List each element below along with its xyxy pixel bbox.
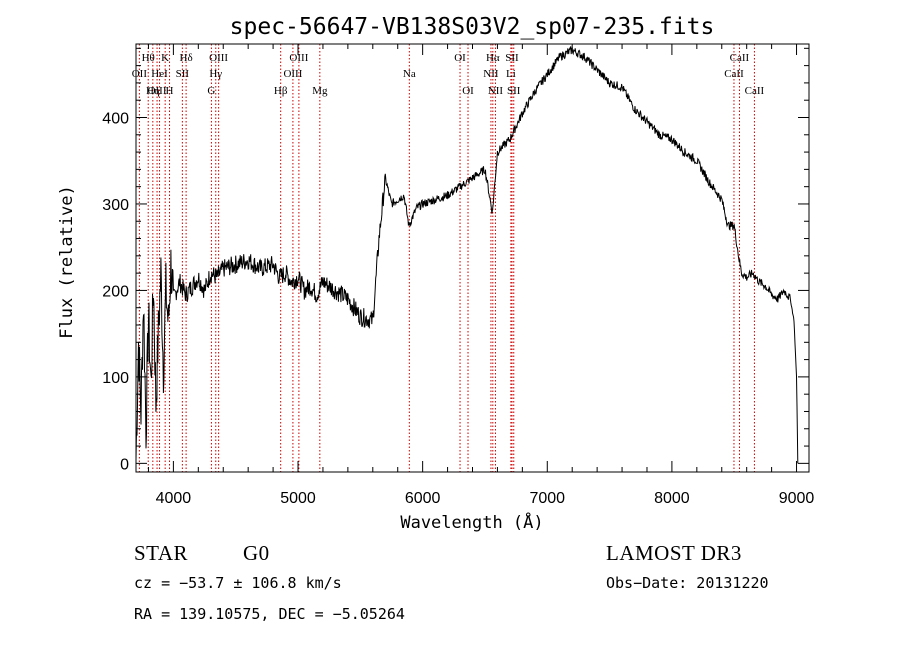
line-label: Li — [506, 68, 516, 80]
line-label: Hβ — [274, 85, 288, 97]
line-label: Na — [403, 68, 416, 80]
x-tick-label: 7000 — [529, 490, 565, 507]
y-axis-ticks: 0 100 200 300 400 — [102, 47, 809, 473]
line-label: Hδ — [180, 52, 193, 64]
line-label: OIII — [289, 52, 308, 64]
line-label: HeI — [151, 68, 168, 80]
x-tick-label: 9000 — [779, 490, 815, 507]
emission-line-markers — [138, 44, 755, 472]
x-axis-ticks: 4000 5000 6000 7000 8000 9000 — [147, 44, 815, 507]
spectrum-line — [135, 45, 799, 464]
line-label: OIII — [209, 52, 228, 64]
line-label: H — [166, 85, 174, 97]
line-label: Hη — [146, 85, 160, 97]
y-tick-label: 400 — [102, 110, 129, 127]
y-tick-label: 200 — [102, 283, 129, 300]
line-label: SII — [505, 52, 519, 64]
line-label: G — [207, 85, 215, 97]
line-label: NII — [483, 68, 499, 80]
chart-title: spec-56647-VB138S03V2_sp07-235.fits — [230, 14, 715, 40]
y-tick-label: 100 — [102, 370, 129, 387]
line-label: CaII — [724, 68, 744, 80]
line-label: SII — [507, 85, 521, 97]
line-label: SII — [176, 68, 190, 80]
line-label: OI — [462, 85, 474, 97]
redshift-velocity: cz = −53.7 ± 106.8 km/s — [134, 574, 342, 592]
line-label: K — [161, 52, 169, 64]
line-label: NII — [488, 85, 504, 97]
line-label: OI — [454, 52, 466, 64]
y-tick-label: 0 — [120, 456, 129, 473]
line-label: CaII — [745, 85, 765, 97]
line-label: OIII — [148, 85, 167, 97]
survey-name: LAMOST DR3 — [606, 541, 742, 565]
y-axis-label: Flux (relative) — [57, 185, 77, 339]
line-label: CaII — [730, 52, 750, 64]
y-tick-label: 300 — [102, 197, 129, 214]
coordinates: RA = 139.10575, DEC = −5.05264 — [134, 605, 405, 623]
line-label: Hα — [486, 52, 500, 64]
line-label: Hθ — [142, 52, 155, 64]
line-label: Hγ — [209, 68, 222, 80]
x-tick-label: 8000 — [654, 490, 690, 507]
line-label: OII — [132, 68, 148, 80]
x-tick-label: 6000 — [405, 490, 441, 507]
line-label: Mg — [312, 85, 328, 97]
line-label: OIII — [283, 68, 302, 80]
x-tick-label: 4000 — [156, 490, 192, 507]
object-class: STAR — [134, 541, 188, 565]
observation-date: Obs−Date: 20131220 — [606, 574, 769, 592]
x-axis-label: Wavelength (Å) — [400, 511, 543, 533]
x-tick-label: 5000 — [280, 490, 316, 507]
plot-frame — [135, 43, 810, 473]
object-subclass: G0 — [243, 541, 270, 565]
